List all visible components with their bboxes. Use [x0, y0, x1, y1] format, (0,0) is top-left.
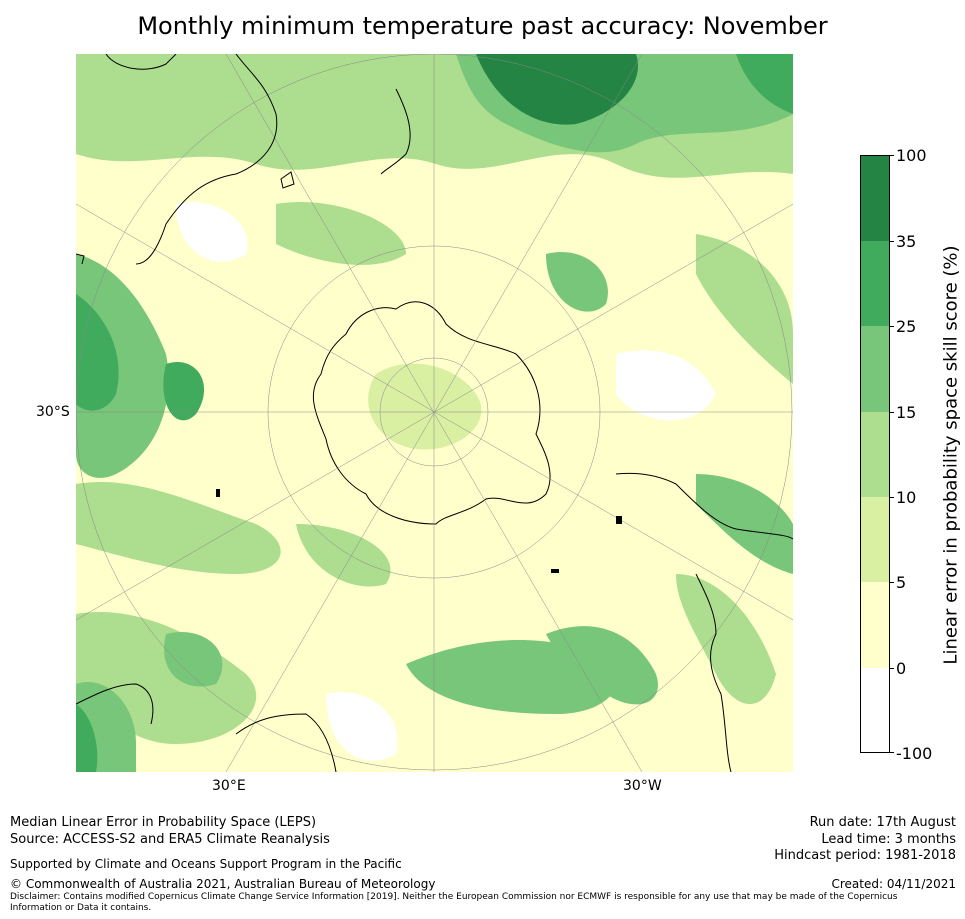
colorbar-tick-label: 15 — [896, 403, 917, 422]
colorbar-tick-label: -100 — [896, 744, 933, 763]
colorbar-tick-mark — [890, 241, 894, 242]
footer-source: Source: ACCESS-S2 and ERA5 Climate Reana… — [10, 832, 330, 847]
colorbar-tick-label: 100 — [896, 146, 927, 165]
footer-method: Median Linear Error in Probability Space… — [10, 815, 317, 830]
colorbar-tick-mark — [890, 668, 894, 669]
colorbar-tick-mark — [890, 582, 894, 583]
colorbar-tick-label: 5 — [896, 573, 907, 592]
lon-label-30e: 30°E — [212, 778, 246, 794]
colorbar-tick-mark — [890, 412, 894, 413]
colorbar-frame — [860, 155, 890, 753]
islands — [216, 489, 622, 573]
coastlines — [76, 54, 793, 772]
colorbar-segment-15-25 — [860, 326, 890, 412]
colorbar-segment-5-10 — [860, 497, 890, 582]
hindcast-period: Hindcast period: 1981-2018 — [774, 848, 956, 863]
colorbar-segment-35-100 — [860, 155, 890, 241]
colorbar-segment-neg100-0 — [860, 668, 890, 753]
colorbar-tick-mark — [890, 752, 894, 753]
footer-copyright: © Commonwealth of Australia 2021, Austra… — [10, 877, 436, 891]
colorbar-tick-label: 25 — [896, 317, 917, 336]
colorbar — [860, 155, 890, 753]
colorbar-tick-mark — [890, 497, 894, 498]
chart-title: Monthly minimum temperature past accurac… — [137, 12, 828, 40]
skill-map — [76, 54, 793, 772]
colorbar-tick-mark — [890, 155, 894, 156]
lead-time: Lead time: 3 months — [821, 832, 956, 847]
colorbar-tick-label: 0 — [896, 659, 907, 678]
created-date: Created: 04/11/2021 — [831, 877, 956, 891]
run-date: Run date: 17th August — [809, 815, 956, 830]
footer-support: Supported by Climate and Oceans Support … — [10, 857, 402, 871]
colorbar-segment-10-15 — [860, 412, 890, 497]
colorbar-label: Linear error in probability space skill … — [940, 245, 962, 665]
colorbar-segment-25-35 — [860, 241, 890, 326]
colorbar-tick-label: 35 — [896, 232, 917, 251]
map-panel — [76, 54, 793, 772]
skill-patches — [76, 54, 793, 772]
colorbar-tick-mark — [890, 326, 894, 327]
colorbar-tick-label: 10 — [896, 488, 917, 507]
colorbar-segment-0-5 — [860, 582, 890, 668]
graticule — [76, 54, 793, 772]
footer-disclaimer: Disclaimer: Contains modified Copernicus… — [10, 892, 898, 913]
lat-label-30s: 30°S — [36, 404, 70, 420]
lon-label-30w: 30°W — [623, 778, 662, 794]
